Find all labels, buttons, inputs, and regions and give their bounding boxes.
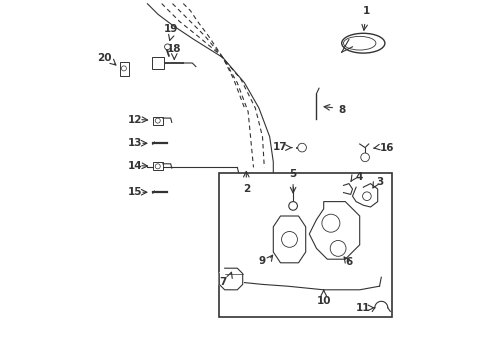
Text: 14: 14 [127,161,142,171]
Bar [151,57,164,69]
Text: 13: 13 [127,138,142,148]
Circle shape [155,118,160,123]
Circle shape [155,164,160,169]
Text: 15: 15 [127,186,142,197]
Circle shape [281,231,297,247]
Bar [219,173,391,317]
Text: 6: 6 [345,257,352,267]
Circle shape [297,143,306,152]
Polygon shape [309,202,359,259]
Text: 8: 8 [337,105,345,115]
Circle shape [360,153,368,162]
Text: 4: 4 [354,172,362,182]
Text: 5: 5 [289,169,296,179]
Text: 18: 18 [167,44,181,54]
Circle shape [321,214,339,232]
Text: 17: 17 [272,142,287,152]
Circle shape [164,44,170,50]
Text: 20: 20 [97,53,111,63]
Circle shape [362,192,370,201]
Polygon shape [352,184,377,207]
Text: 1: 1 [363,6,370,16]
Circle shape [121,66,126,71]
Polygon shape [219,268,242,290]
Text: 19: 19 [163,24,178,34]
Text: 12: 12 [127,114,142,125]
Bar [152,162,163,170]
Circle shape [329,240,346,256]
Ellipse shape [341,33,384,53]
Text: 2: 2 [242,184,249,194]
Text: 11: 11 [355,303,370,313]
Text: 7: 7 [219,277,226,287]
Text: 16: 16 [379,143,393,153]
Circle shape [288,202,297,210]
Text: 3: 3 [375,177,383,187]
Bar [152,117,163,125]
Ellipse shape [343,36,375,50]
Text: 9: 9 [259,256,265,266]
Polygon shape [273,216,305,263]
Text: 10: 10 [316,296,330,306]
Bar [120,62,128,76]
